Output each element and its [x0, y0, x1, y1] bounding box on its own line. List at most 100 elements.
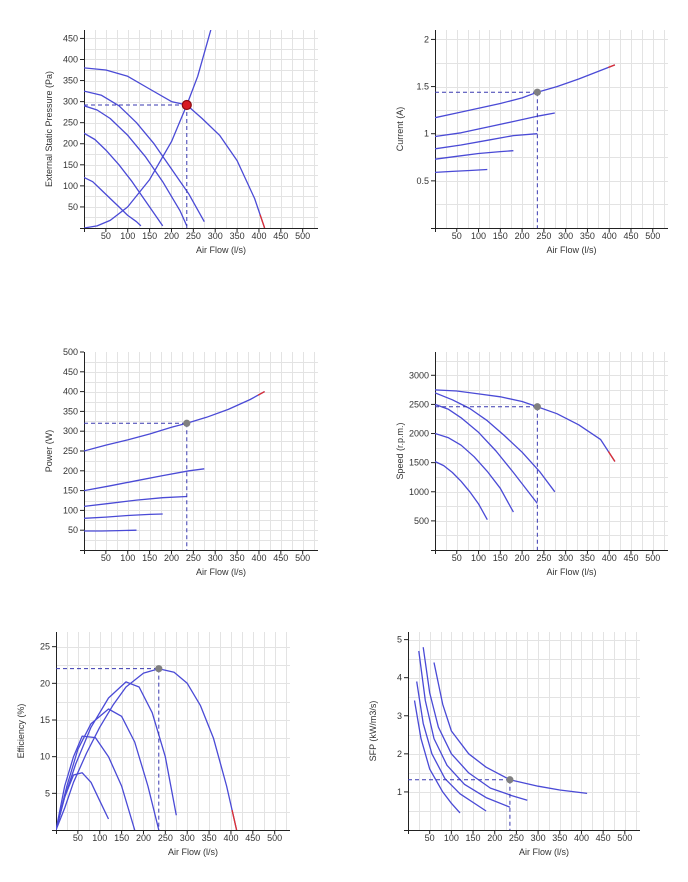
fan-curve-line-4 — [84, 132, 164, 227]
y-tick-label: 1 — [424, 129, 429, 139]
x-tick-label: 200 — [515, 231, 530, 241]
y-tick-label: 500 — [414, 516, 429, 526]
x-axis-title: Air Flow (l/s) — [547, 245, 597, 255]
operating-point-marker — [506, 776, 514, 784]
y-tick-label: 450 — [63, 367, 78, 377]
y-tick-label: 200 — [63, 139, 78, 149]
x-tick-label: 250 — [509, 833, 524, 843]
x-axis-title: Air Flow (l/s) — [519, 847, 569, 857]
x-tick-label: 150 — [114, 833, 129, 843]
x-tick-label: 500 — [617, 833, 632, 843]
x-tick-label: 100 — [120, 231, 135, 241]
fan-curve-line-4 — [435, 432, 514, 513]
y-tick-label: 2000 — [409, 429, 429, 439]
series-group — [435, 389, 616, 521]
duty-point-marker[interactable] — [181, 99, 192, 111]
fan-curve-line-5 — [84, 529, 137, 532]
x-tick-label: 500 — [645, 231, 660, 241]
x-tick-label: 450 — [273, 231, 288, 241]
x-tick-label: 300 — [531, 833, 546, 843]
y-tick-label: 1.5 — [416, 82, 429, 92]
chart-panel-1: 50 100 150 200 250 300 350 400 450 500 50 100 150 200… — [44, 30, 318, 255]
curve-limit-segment — [257, 391, 265, 396]
fan-curve-line-5 — [435, 460, 488, 521]
x-tick-label: 100 — [471, 553, 486, 563]
fan-curve-line-5 — [435, 168, 488, 174]
x-axis-title: Air Flow (l/s) — [196, 245, 246, 255]
fan-curve-line-5 — [56, 772, 110, 830]
fan-curve-line-3 — [84, 495, 187, 508]
x-tick-label: 350 — [580, 553, 595, 563]
fan-curve-line-2 — [84, 468, 205, 492]
series-group — [435, 64, 616, 174]
operating-point-marker — [533, 88, 541, 96]
x-tick-label: 100 — [120, 553, 135, 563]
x-tick-label: 50 — [73, 833, 83, 843]
grid — [84, 352, 318, 550]
x-tick-label: 150 — [493, 231, 508, 241]
y-tick-label: 450 — [63, 33, 78, 43]
x-tick-label: 450 — [623, 553, 638, 563]
fan-curve-line-4 — [435, 150, 514, 160]
grid — [435, 30, 668, 228]
y-tick-label: 1 — [397, 787, 402, 797]
fan-curve-line-2 — [422, 647, 528, 801]
y-tick-label: 100 — [63, 181, 78, 191]
y-tick-label: 15 — [40, 715, 50, 725]
x-tick-label: 400 — [223, 833, 238, 843]
fan-curve-line-2 — [84, 90, 205, 223]
y-tick-label: 100 — [63, 505, 78, 515]
operating-point-marker — [183, 419, 191, 427]
y-tick-label: 25 — [40, 642, 50, 652]
y-tick-label: 400 — [63, 387, 78, 397]
chart-panel-5: 50 100 150 200 250 300 350 400 450 500 5 10 15 20 25 Ai… — [16, 632, 290, 857]
x-tick-label: 200 — [515, 553, 530, 563]
y-tick-label: 50 — [68, 525, 78, 535]
chart-panel-3: 50 100 150 200 250 300 350 400 450 500 50 100 150 200… — [44, 347, 318, 577]
y-tick-label: 150 — [63, 160, 78, 170]
x-tick-label: 450 — [623, 231, 638, 241]
x-tick-label: 300 — [208, 553, 223, 563]
y-axis-title: Efficiency (%) — [16, 704, 26, 759]
x-tick-label: 300 — [180, 833, 195, 843]
y-tick-label: 5 — [397, 635, 402, 645]
curve-limit-segment — [231, 810, 238, 830]
x-tick-label: 200 — [164, 231, 179, 241]
grid — [408, 632, 640, 830]
x-tick-label: 250 — [186, 553, 201, 563]
fan-curve-line-1 — [435, 64, 616, 119]
y-axis-title: Current (A) — [395, 107, 405, 152]
y-axis-title: SFP (kW/m3/s) — [368, 701, 378, 762]
fan-curve-line-2 — [435, 112, 555, 138]
y-tick-label: 500 — [63, 347, 78, 357]
x-tick-label: 200 — [164, 553, 179, 563]
series-group — [413, 647, 588, 814]
x-tick-label: 350 — [580, 231, 595, 241]
x-tick-label: 450 — [273, 553, 288, 563]
fan-curve-line-4 — [416, 681, 487, 812]
chart-panel-2: 50 100 150 200 250 300 350 400 450 500 0.5 1 1.5 2 Air… — [395, 30, 668, 255]
x-tick-label: 50 — [452, 231, 462, 241]
y-tick-label: 350 — [63, 76, 78, 86]
x-tick-label: 50 — [101, 553, 111, 563]
system-curve-line — [84, 30, 212, 228]
fan-curve-line-3 — [435, 403, 538, 504]
y-axis-title: External Static Pressure (Pa) — [44, 71, 54, 187]
fan-curve-line-5 — [84, 176, 142, 227]
y-tick-label: 10 — [40, 752, 50, 762]
y-tick-label: 3000 — [409, 370, 429, 380]
x-tick-label: 400 — [251, 231, 266, 241]
y-axis-title: Speed (r.p.m.) — [395, 422, 405, 479]
fan-curve-line-3 — [56, 708, 160, 830]
y-tick-label: 350 — [63, 406, 78, 416]
operating-point-marker — [533, 403, 541, 411]
x-tick-label: 250 — [158, 833, 173, 843]
curve-limit-segment — [608, 64, 616, 69]
curve-limit-segment — [607, 451, 616, 462]
x-tick-label: 400 — [251, 553, 266, 563]
fan-curve-line-3 — [435, 133, 538, 150]
series-group — [84, 391, 265, 532]
x-tick-label: 250 — [536, 553, 551, 563]
fan-curve-line-1 — [433, 662, 588, 795]
